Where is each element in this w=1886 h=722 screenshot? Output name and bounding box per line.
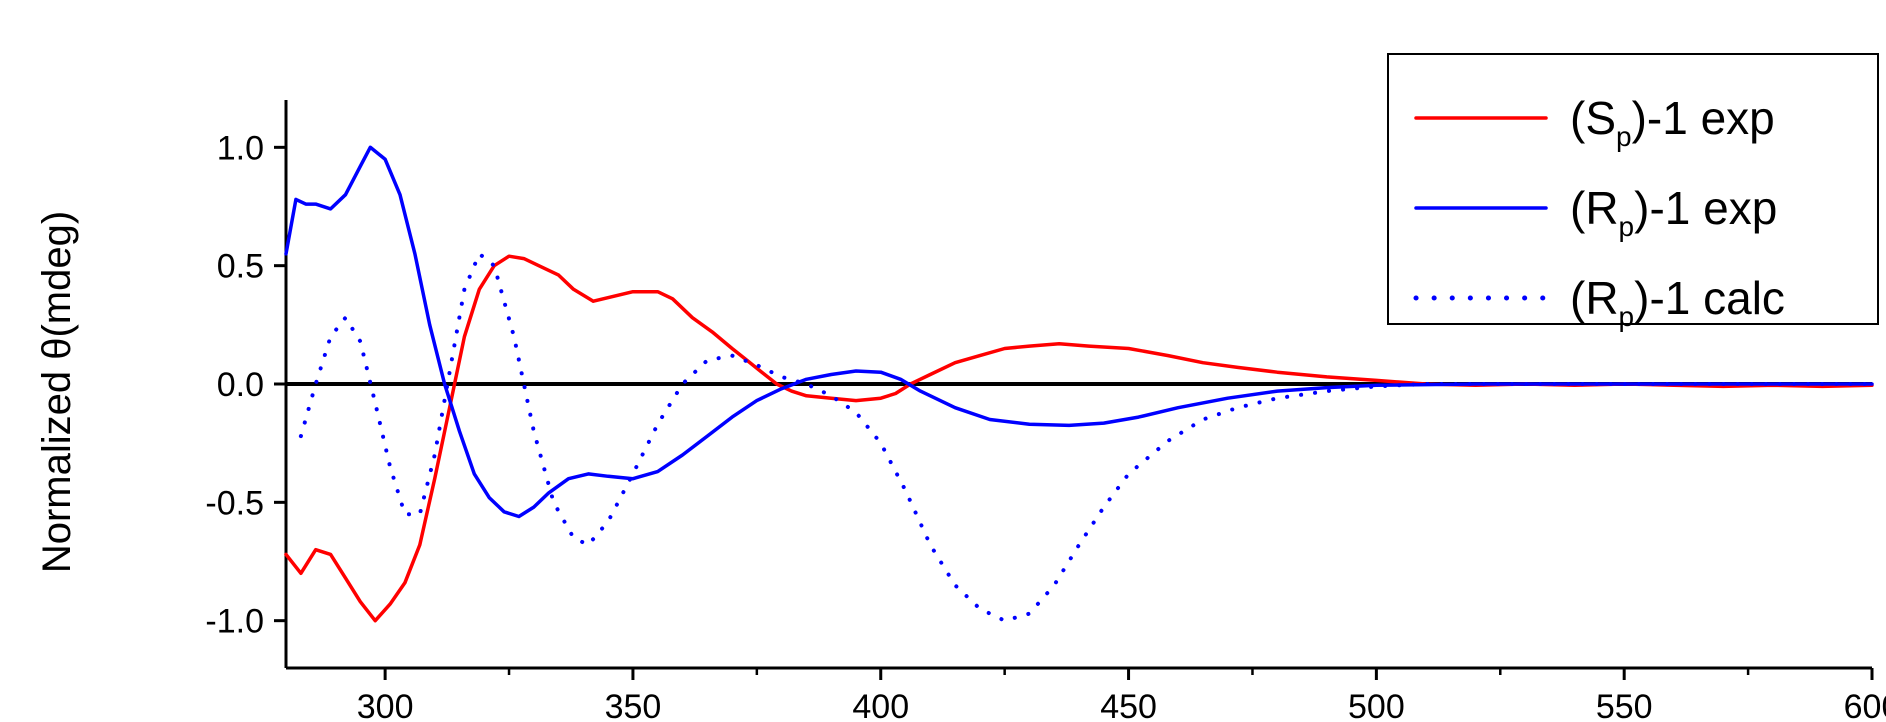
x-tick-label: 400	[852, 688, 909, 722]
x-tick-label: 500	[1348, 688, 1405, 722]
x-tick-label: 350	[605, 688, 662, 722]
legend-tail: )-1 exp	[1634, 182, 1777, 234]
legend-subscript: p	[1616, 121, 1632, 152]
axes: 1.0 0.5 0.0 -0.5 -1.0 300 350 400 450 500 550 600	[205, 100, 1886, 722]
x-tick-label: 600	[1844, 688, 1886, 722]
legend: (Sp)-1 exp (Rp)-1 exp (Rp)-1 calc	[1387, 53, 1879, 332]
x-tick-label: 300	[357, 688, 414, 722]
y-tick-label: -0.5	[205, 484, 264, 522]
y-tick-label: 0.0	[217, 366, 264, 404]
x-tick-label: 450	[1100, 688, 1157, 722]
y-tick-label: 0.5	[217, 248, 264, 286]
plot-area	[284, 145, 1874, 623]
legend-box	[1387, 53, 1879, 325]
series-line-2	[284, 145, 1874, 519]
y-tick-label: -1.0	[205, 603, 264, 641]
x-tick-label: 550	[1596, 688, 1653, 722]
legend-tail: )-1 calc	[1634, 272, 1785, 324]
legend-subscript: p	[1619, 211, 1635, 242]
legend-entry-1: (Sp)-1 exp	[1570, 92, 1775, 152]
y-tick-label: 1.0	[217, 129, 264, 167]
legend-tail: )-1 exp	[1632, 92, 1775, 144]
y-axis-label: Normalized θ(mdeg)	[35, 211, 79, 573]
legend-subscript: p	[1619, 301, 1635, 332]
legend-entry-2: (Rp)-1 exp	[1570, 182, 1777, 242]
legend-entry-3: (Rp)-1 calc	[1570, 272, 1785, 332]
